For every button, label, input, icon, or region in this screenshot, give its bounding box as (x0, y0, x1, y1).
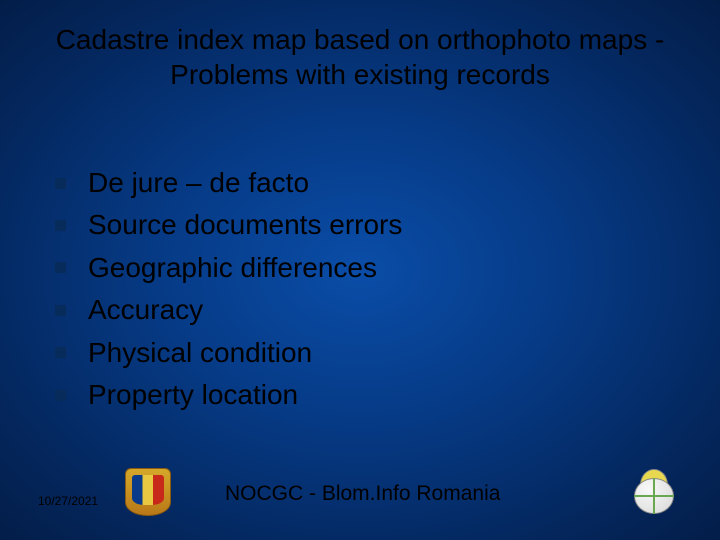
list-item: De jure – de facto (55, 165, 680, 201)
bullet-icon (55, 262, 66, 273)
coat-of-arms-icon (125, 468, 171, 516)
list-item: Source documents errors (55, 207, 680, 243)
list-item: Geographic differences (55, 250, 680, 286)
bullet-text: De jure – de facto (88, 165, 309, 201)
bullet-text: Physical condition (88, 335, 312, 371)
bullet-icon (55, 390, 66, 401)
slide-body: De jure – de facto Source documents erro… (55, 165, 680, 419)
bullet-text: Geographic differences (88, 250, 377, 286)
bullet-icon (55, 220, 66, 231)
list-item: Accuracy (55, 292, 680, 328)
slide-footer: 10/27/2021 NOCGC - Blom.Info Romania (0, 466, 720, 516)
slide: Cadastre index map based on orthophoto m… (0, 0, 720, 540)
list-item: Property location (55, 377, 680, 413)
bullet-text: Source documents errors (88, 207, 402, 243)
bullet-text: Accuracy (88, 292, 203, 328)
footer-center-text: NOCGC - Blom.Info Romania (225, 482, 500, 506)
list-item: Physical condition (55, 335, 680, 371)
bullet-icon (55, 178, 66, 189)
slide-title: Cadastre index map based on orthophoto m… (50, 22, 670, 92)
globe-logo-icon (630, 468, 678, 516)
bullet-icon (55, 305, 66, 316)
bullet-text: Property location (88, 377, 298, 413)
footer-date: 10/27/2021 (38, 494, 98, 508)
bullet-icon (55, 347, 66, 358)
